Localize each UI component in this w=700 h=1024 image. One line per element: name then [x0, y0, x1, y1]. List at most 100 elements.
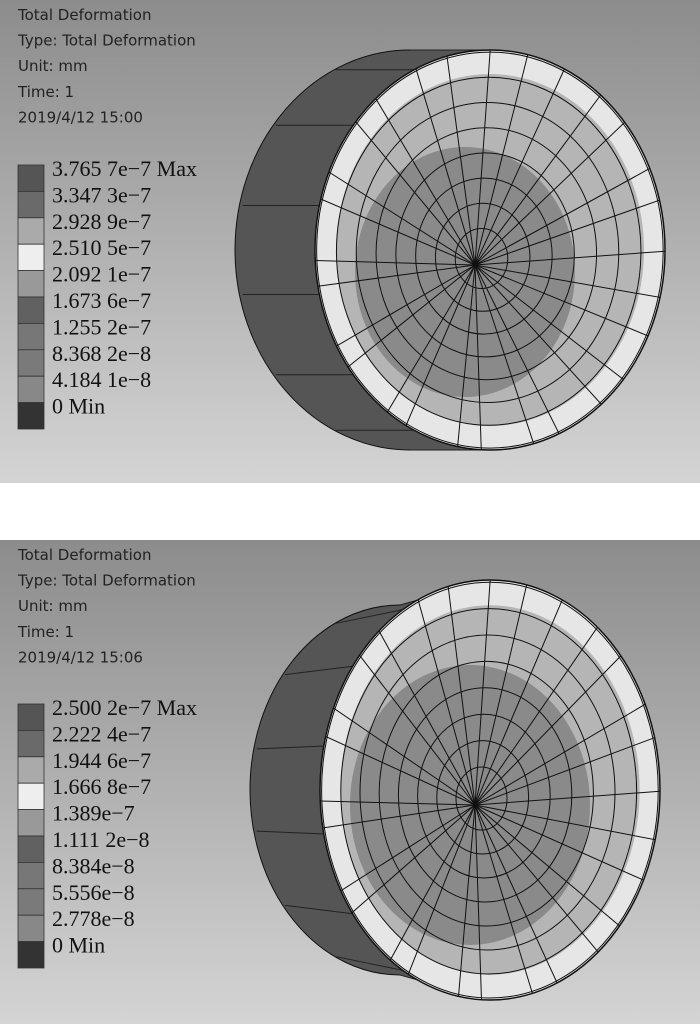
- mesh-line: [474, 789, 660, 806]
- mesh-ring: [375, 127, 598, 381]
- header-text: Time: 1: [17, 623, 74, 641]
- mesh-ring: [395, 152, 575, 358]
- mesh-ring: [455, 766, 508, 831]
- legend-label: 2.500 2e−7 Max: [52, 695, 197, 720]
- mesh-line: [400, 804, 476, 994]
- mesh-line: [315, 264, 476, 290]
- legend-swatch: [17, 322, 45, 351]
- mesh-ring: [415, 177, 553, 335]
- legend-label: 0 Min: [52, 933, 105, 958]
- mesh-line: [474, 264, 569, 450]
- legend-swatch: [17, 217, 45, 245]
- mesh-line: [474, 193, 665, 266]
- legend-swatch: [17, 914, 45, 943]
- mesh-line: [315, 161, 476, 266]
- mesh-line: [320, 728, 476, 806]
- legend-label: 2.510 5e−7: [52, 235, 151, 260]
- mesh-line: [445, 580, 476, 806]
- mesh-line: [368, 613, 476, 806]
- mesh-line: [456, 804, 476, 1000]
- mesh-ring: [359, 634, 616, 951]
- mesh-line: [320, 697, 476, 806]
- mesh-line: [474, 580, 493, 806]
- mesh-line: [333, 264, 476, 379]
- legend-label: 1.111 2e−8: [52, 827, 150, 852]
- legend-label: 2.778e−8: [52, 906, 135, 931]
- mesh-line: [325, 804, 476, 901]
- mesh-line: [474, 264, 541, 450]
- mesh-ring: [417, 713, 551, 879]
- mesh-line: [337, 804, 476, 926]
- mesh-line: [474, 109, 639, 266]
- mesh-line: [320, 804, 476, 831]
- mesh-ring: [397, 687, 573, 903]
- legend-swatch: [17, 296, 45, 324]
- mesh-line: [377, 264, 476, 429]
- header-text: Total Deformation: [17, 546, 151, 564]
- part-face-zone: [355, 147, 575, 397]
- mesh-line: [347, 639, 476, 806]
- mesh-ring: [454, 228, 509, 289]
- legend-label: 0 Min: [52, 394, 105, 419]
- header-text: Type: Total Deformation: [17, 572, 196, 590]
- legend-swatch: [17, 243, 45, 271]
- legend-swatch: [17, 349, 45, 377]
- mesh-line: [397, 264, 476, 444]
- legend-swatch: [17, 809, 45, 837]
- mesh-line: [320, 800, 476, 806]
- mesh-line: [380, 804, 476, 978]
- mesh-line: [474, 581, 571, 806]
- legend-swatch: [17, 941, 45, 969]
- legend-label: 4.184 1e−8: [52, 367, 151, 392]
- mesh-line: [474, 264, 483, 450]
- mesh-line: [474, 804, 567, 1000]
- legend-label: 1.673 6e−7: [52, 288, 151, 313]
- mesh-line: [315, 191, 476, 266]
- legend-label: 3.347 3e−7: [52, 182, 151, 207]
- legend-swatch: [17, 835, 45, 863]
- legend-label: 8.368 2e−8: [52, 341, 151, 366]
- legend-swatch: [17, 862, 45, 890]
- mesh-ring: [436, 740, 530, 855]
- header-text: Unit: mm: [18, 57, 88, 75]
- legend-label: 1.944 6e−7: [52, 748, 151, 773]
- legend-swatch: [17, 756, 45, 784]
- mesh-line: [474, 264, 665, 344]
- mesh-line: [474, 51, 573, 266]
- mesh-line: [474, 264, 665, 301]
- legend-swatch: [17, 703, 45, 731]
- mesh-line: [474, 804, 539, 1000]
- legend-label: 3.765 7e−7 Max: [52, 156, 197, 181]
- header-text: 2019/4/12 15:06: [18, 648, 143, 666]
- mesh-line: [474, 610, 609, 806]
- mesh-line: [343, 106, 476, 266]
- mesh-line: [412, 580, 476, 806]
- mesh-line: [474, 264, 639, 392]
- mesh-ring: [378, 660, 594, 927]
- mesh-line: [474, 50, 534, 266]
- mesh-line: [474, 159, 665, 266]
- header-text: 2019/4/12 15:00: [18, 108, 143, 126]
- mesh-line: [474, 804, 660, 888]
- mesh-line: [474, 804, 483, 1000]
- mesh-line: [474, 249, 665, 266]
- mesh-line: [474, 50, 493, 266]
- mesh-line: [474, 694, 660, 806]
- legend-label: 1.389e−7: [52, 801, 135, 826]
- mesh-line: [409, 50, 476, 266]
- mesh-line: [455, 264, 476, 450]
- mesh-line: [474, 804, 660, 844]
- legend-swatch: [17, 164, 45, 192]
- legend-label: 5.556e−8: [52, 880, 135, 905]
- mesh-line: [443, 50, 476, 266]
- legend-label: 1.255 2e−7: [52, 314, 151, 339]
- header-text: Unit: mm: [18, 597, 88, 615]
- legend-label: 2.222 4e−7: [52, 721, 151, 746]
- header-text: Total Deformation: [17, 6, 151, 24]
- mesh-line: [365, 81, 476, 266]
- mesh-line: [474, 264, 615, 419]
- mesh-ring: [434, 202, 531, 312]
- legend-swatch: [17, 888, 45, 916]
- legend-label: 1.666 8e−7: [52, 774, 151, 799]
